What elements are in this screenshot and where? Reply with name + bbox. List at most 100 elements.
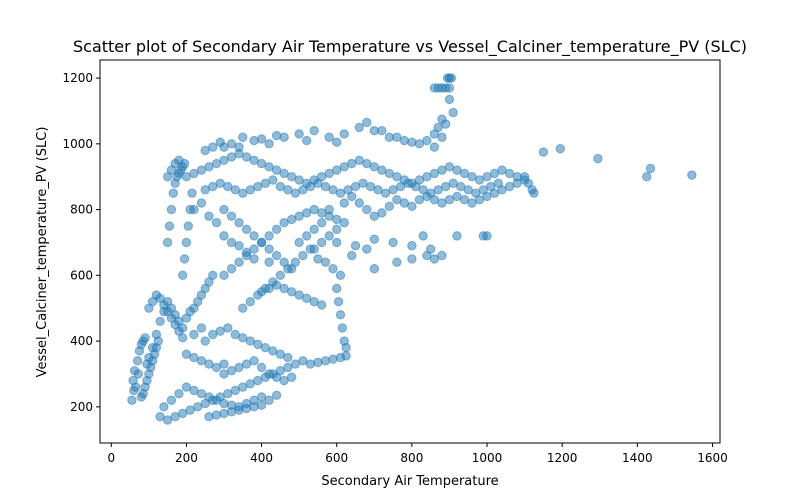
scatter-point [354, 198, 364, 208]
scatter-point [392, 257, 402, 267]
x-axis-label: Secondary Air Temperature [321, 474, 498, 489]
scatter-point [309, 224, 319, 235]
scatter-point [301, 231, 312, 241]
scatter-point [422, 135, 432, 146]
scatter-point [271, 390, 282, 401]
scatter-point [384, 201, 395, 212]
x-tick-label: 0 [107, 451, 115, 465]
scatter-point [133, 369, 144, 379]
scatter-point [333, 296, 344, 307]
scatter-point [593, 153, 603, 164]
scatter-point [219, 398, 229, 409]
scatter-point [324, 231, 334, 241]
scatter-point [132, 356, 143, 366]
scatter-point [519, 172, 530, 182]
scatter-point [422, 250, 432, 261]
scatter-point [219, 204, 229, 215]
scatter-point [140, 333, 150, 343]
y-tick-label: 1200 [62, 71, 93, 85]
scatter-point [131, 382, 141, 392]
x-tick-label: 800 [400, 451, 423, 465]
scatter-point [347, 191, 357, 202]
scatter-point [392, 132, 402, 142]
scatter-point [253, 290, 263, 300]
scatter-point [268, 175, 278, 185]
y-axis: 200 400 600 800 1000 1200 [62, 71, 100, 414]
scatter-point [181, 237, 192, 248]
scatter-point [301, 135, 312, 146]
scatter-point [208, 270, 218, 281]
y-tick-label: 800 [70, 203, 93, 217]
y-tick-label: 200 [70, 400, 93, 414]
scatter-point [339, 218, 349, 228]
scatter-point [317, 237, 327, 248]
scatter-point [407, 241, 417, 251]
scatter-point [362, 117, 372, 128]
scatter-point [279, 257, 289, 267]
scatter-point [529, 188, 539, 198]
scatter-point [388, 237, 398, 248]
scatter-point [264, 244, 274, 254]
scatter-point [241, 247, 252, 258]
scatter-point [317, 218, 327, 228]
scatter-point [219, 270, 229, 281]
scatter-point [512, 178, 522, 188]
scatter-point [538, 147, 549, 157]
scatter-point [162, 237, 173, 248]
scatter-point [309, 125, 319, 136]
scatter-point [256, 134, 267, 144]
scatter-point [320, 257, 331, 267]
x-tick-label: 1000 [472, 451, 503, 465]
scatter-point [234, 405, 244, 415]
scatter-point [271, 250, 282, 261]
scatter-point [238, 303, 248, 313]
scatter-point [328, 264, 338, 274]
scatter-point [341, 351, 351, 361]
scatter-point [204, 211, 214, 221]
scatter-point [407, 201, 417, 212]
scatter-point [166, 395, 177, 405]
scatter-point [332, 237, 342, 248]
scatter-point [249, 135, 259, 146]
scatter-point [341, 342, 351, 353]
scatter-point [204, 412, 214, 422]
scatter-point [245, 296, 256, 307]
scatter-point [294, 129, 304, 139]
scatter-point [234, 241, 244, 251]
scatter-point [264, 395, 274, 405]
points-layer [127, 73, 697, 425]
scatter-point [452, 231, 462, 241]
scatter-point [234, 257, 244, 267]
scatter-point [164, 221, 175, 231]
scatter-point [223, 323, 233, 333]
scatter-point [444, 83, 455, 93]
scatter-point [339, 129, 349, 139]
scatter-point [332, 137, 342, 147]
plot-frame [99, 59, 721, 444]
y-tick-label: 1000 [62, 137, 93, 151]
scatter-point [174, 155, 184, 165]
scatter-point [429, 142, 440, 152]
scatter-point [482, 231, 492, 241]
scatter-point [347, 250, 357, 261]
scatter-point [208, 142, 218, 152]
scatter-point [437, 250, 447, 261]
scatter-point [226, 407, 237, 417]
scatter-point [369, 234, 379, 244]
scatter-point [362, 244, 372, 254]
scatter-point [256, 362, 267, 373]
x-tick-label: 600 [325, 451, 348, 465]
scatter-point [407, 254, 417, 264]
scatter-point [332, 283, 342, 294]
scatter-point [271, 224, 282, 235]
scatter-point [407, 137, 417, 147]
scatter-point [350, 241, 361, 251]
scatter-point [305, 359, 316, 369]
scatter-point [264, 257, 274, 267]
scatter-point [324, 132, 334, 142]
scatter-point [279, 132, 289, 142]
scatter-point [200, 336, 210, 346]
scatter-point [305, 244, 316, 254]
scatter-point [268, 277, 278, 287]
scatter-point [238, 132, 248, 142]
